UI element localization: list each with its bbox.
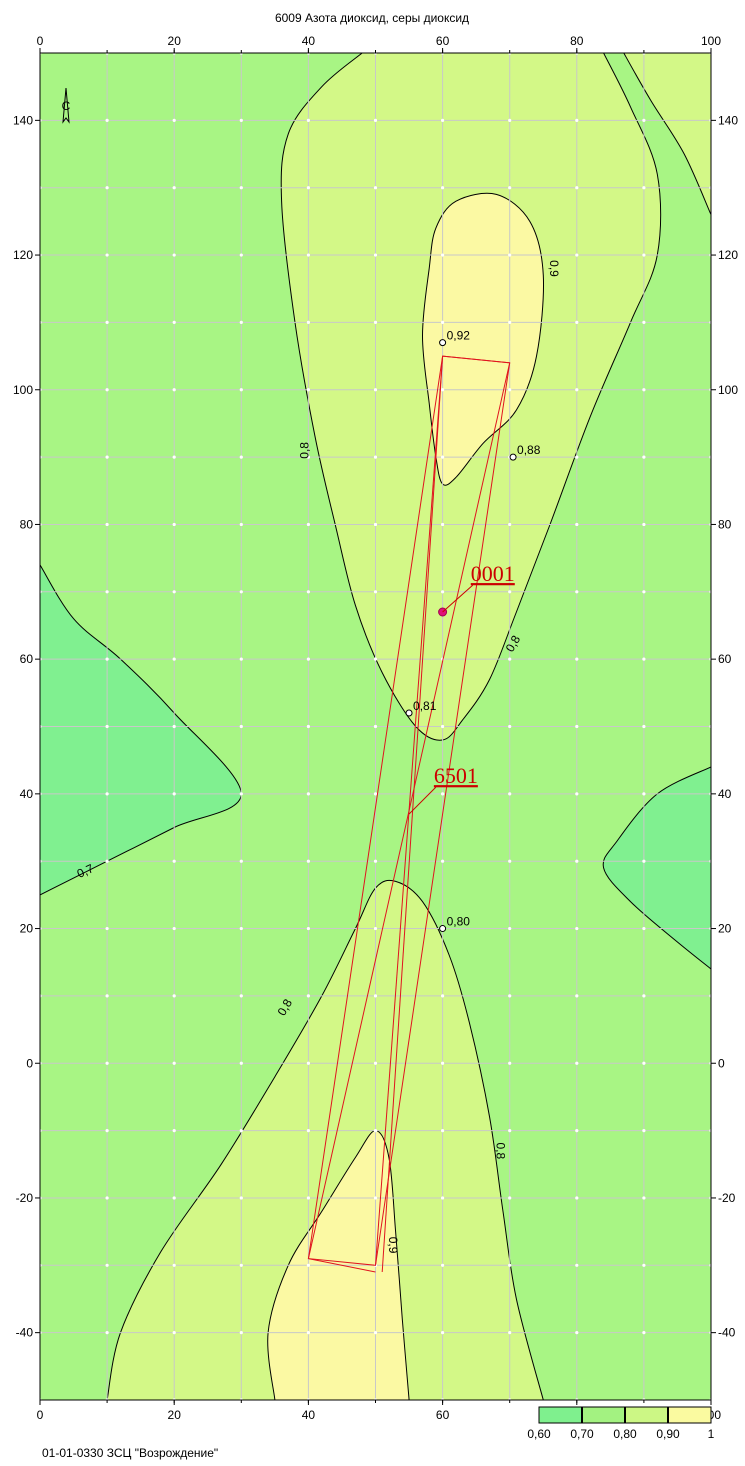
legend-label: 0,60 (527, 1427, 551, 1441)
contour-label: 0,7 (75, 861, 96, 881)
y-tick-left: -40 (16, 1326, 34, 1340)
y-tick-left: 140 (13, 113, 33, 127)
y-tick-left: 60 (20, 652, 34, 666)
emission-source-geometry (307, 355, 511, 1273)
y-tick-right: 20 (718, 922, 732, 936)
measurement-points: 0,92 0,88 0,81 0,80 (405, 329, 541, 933)
x-tick-bottom: 20 (168, 1408, 182, 1422)
map-area (39, 52, 712, 1401)
legend-swatch (538, 1406, 583, 1424)
y-tick-left: 0 (26, 1056, 33, 1070)
contour-label: 0,8 (297, 442, 311, 459)
legend-label: 0,90 (656, 1427, 680, 1441)
legend-swatch (624, 1406, 669, 1424)
y-tick-left: 100 (13, 383, 33, 397)
footer-text: 01-01-0330 ЗСЦ "Возрождение" (42, 1446, 218, 1460)
y-tick-left: 40 (20, 787, 34, 801)
contour-label: 0,8 (493, 1142, 507, 1159)
x-tick-top: 40 (302, 34, 316, 48)
y-tick-right: 40 (718, 787, 732, 801)
x-tick-top: 60 (436, 34, 450, 48)
point-label: 0,81 (413, 699, 437, 713)
point-label: 0,92 (447, 329, 471, 343)
y-tick-left: 120 (13, 248, 33, 262)
y-tick-right: 60 (718, 652, 732, 666)
source-id-label: 6501 (434, 763, 478, 788)
x-tick-top: 100 (701, 34, 721, 48)
y-tick-right: 0 (718, 1056, 725, 1070)
zone-above-0.9-top (421, 192, 544, 486)
legend-swatch (581, 1406, 626, 1424)
y-tick-right: -40 (718, 1326, 736, 1340)
point-label: 0,88 (517, 443, 541, 457)
y-tick-right: 100 (718, 383, 738, 397)
x-tick-top: 0 (37, 34, 44, 48)
source-id-label: 0001 (471, 561, 515, 586)
zone-0.8-0.9-bottom (106, 879, 544, 1400)
north-letter: С (62, 99, 71, 113)
y-tick-right: 120 (718, 248, 738, 262)
y-tick-left: 80 (20, 517, 34, 531)
legend-label: 0,70 (570, 1427, 594, 1441)
point-label: 0,80 (447, 915, 471, 929)
legend-swatch (667, 1406, 712, 1424)
y-tick-right: -20 (718, 1191, 736, 1205)
legend: 0,60 0,70 0,80 0,90 1 (527, 1406, 715, 1441)
x-tick-bottom: 60 (436, 1408, 450, 1422)
zone-0.8-0.9-topright (623, 53, 711, 215)
x-tick-bottom: 0 (37, 1408, 44, 1422)
contour-label: 0,9 (547, 260, 561, 277)
x-tick-top: 20 (168, 34, 182, 48)
north-arrow-icon: С (62, 87, 71, 124)
y-tick-left: 20 (20, 922, 34, 936)
x-tick-top: 80 (570, 34, 584, 48)
source-labels: 0001 6501 (408, 561, 515, 815)
point-marker (405, 709, 413, 717)
x-tick-bottom: 40 (302, 1408, 316, 1422)
point-marker (439, 339, 447, 347)
y-tick-left: -20 (16, 1191, 34, 1205)
legend-label: 1 (708, 1427, 715, 1441)
point-marker (509, 453, 517, 461)
y-tick-right: 80 (718, 517, 732, 531)
legend-label: 0,80 (613, 1427, 637, 1441)
contour-label: 0,9 (386, 1237, 400, 1254)
y-tick-right: 140 (718, 113, 738, 127)
map-title: 6009 Азота диоксид, серы диоксид (275, 11, 469, 25)
point-marker (439, 925, 447, 933)
